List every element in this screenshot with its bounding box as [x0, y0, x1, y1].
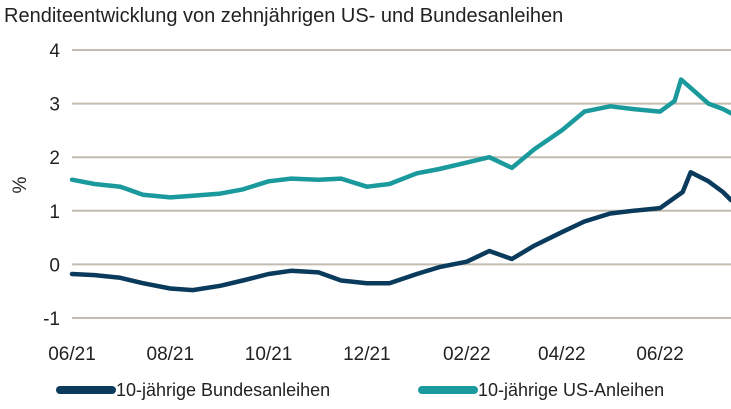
legend-label-us: 10-jährige US-Anleihen	[478, 380, 664, 400]
y-tick-label: 1	[49, 202, 60, 223]
x-tick-label: 06/22	[636, 344, 684, 365]
chart-title: Renditeentwicklung von zehnjährigen US- …	[4, 5, 563, 27]
y-tick-label: 0	[49, 255, 60, 276]
y-axis-label: %	[10, 176, 31, 193]
y-tick-label: 4	[49, 41, 60, 62]
y-tick-label: -1	[43, 309, 60, 330]
series-line-bund	[69, 169, 731, 293]
y-tick-label: 2	[49, 148, 60, 169]
y-tick-label: 3	[49, 95, 60, 116]
x-tick-labels: 06/21 08/21 10/21 12/21 02/22 04/22 06/22	[48, 344, 684, 365]
x-tick-label: 06/21	[48, 344, 96, 365]
series-lines	[69, 77, 731, 293]
x-tick-label: 10/21	[245, 344, 293, 365]
legend: 10-jährige Bundesanleihen 10-jährige US-A…	[56, 380, 664, 400]
gridlines	[72, 49, 731, 319]
x-tick-label: 08/21	[147, 344, 195, 365]
y-tick-labels: 4 3 2 1 0 -1	[43, 41, 60, 330]
legend-label-bund: 10-jährige Bundesanleihen	[116, 380, 330, 400]
series-line-us	[69, 77, 731, 200]
x-tick-label: 12/21	[343, 344, 391, 365]
x-tick-label: 02/22	[443, 344, 491, 365]
x-tick-label: 04/22	[538, 344, 586, 365]
